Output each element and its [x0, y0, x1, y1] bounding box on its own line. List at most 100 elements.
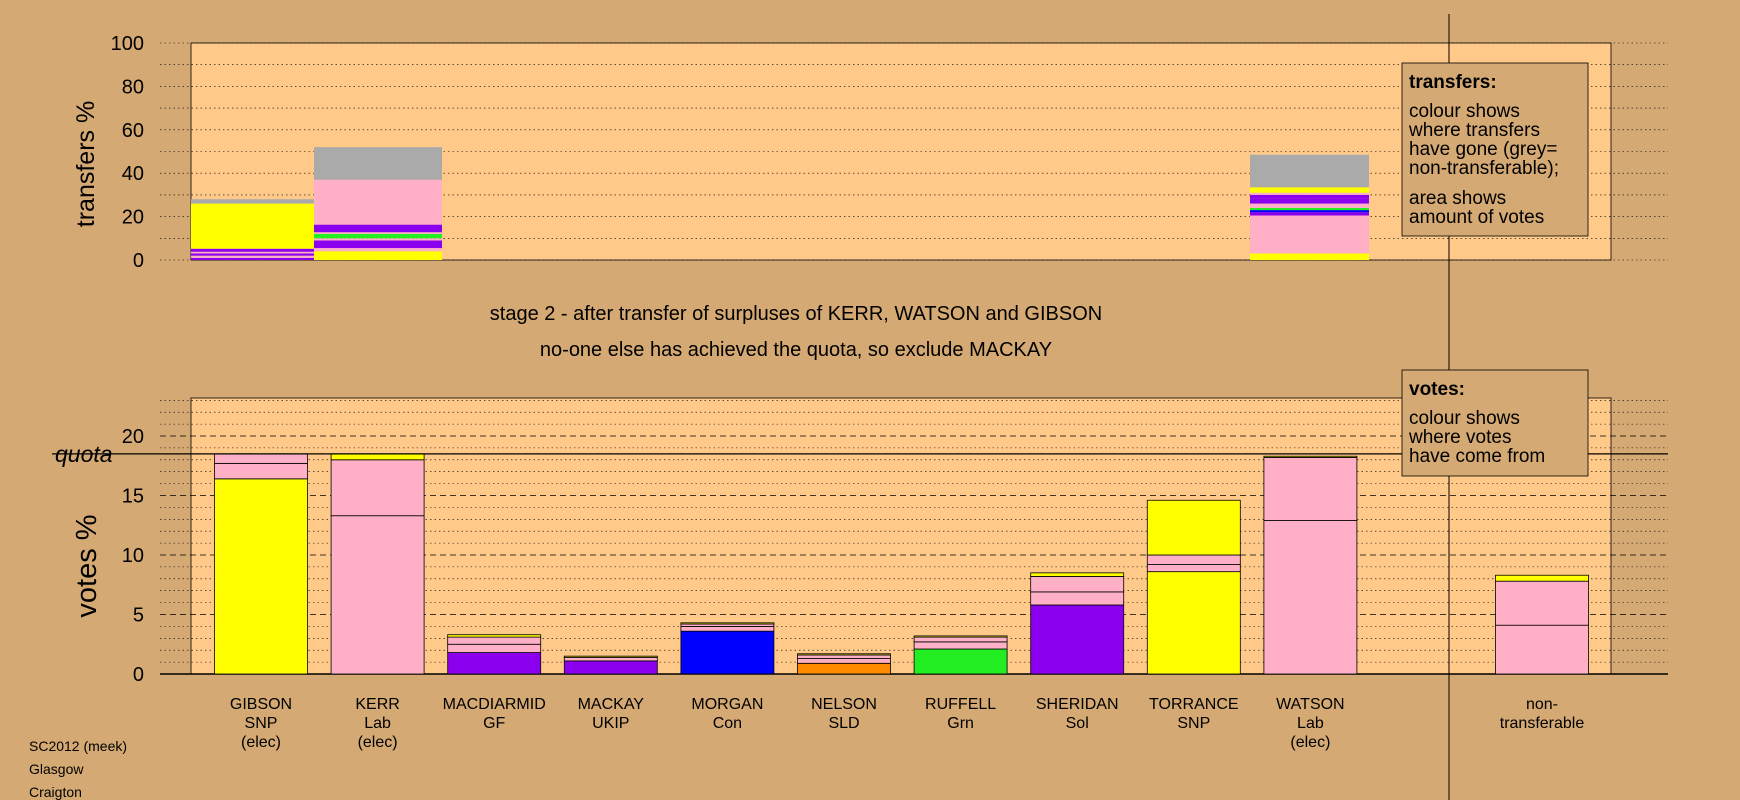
transfers-legend-line: colour shows — [1409, 101, 1520, 122]
candidate-label: (elec) — [1290, 734, 1330, 751]
candidate-label: Lab — [1297, 715, 1324, 732]
vote-bar-mackay — [563, 655, 658, 675]
vote-segment — [1263, 455, 1358, 458]
transfers-y-ticks: 0 20 40 60 80 100 — [111, 33, 144, 272]
candidate-label: GIBSON — [230, 696, 292, 713]
candidate-label: SHERIDAN — [1036, 696, 1119, 713]
vote-segment — [214, 462, 308, 480]
vote-segment — [1030, 591, 1125, 606]
vote-segment — [330, 459, 425, 517]
vote-bar-nelson — [797, 653, 891, 675]
transfer-segment — [1250, 215, 1369, 254]
votes-y-ticks: 0 5 10 15 20 — [122, 426, 144, 686]
candidate-label: non- — [1526, 696, 1558, 713]
transfer-bar-kerr — [314, 147, 442, 260]
candidate-label: TORRANCE — [1149, 696, 1239, 713]
vote-bar-sheridan — [1030, 572, 1125, 675]
transfers-y-axis-label: transfers % — [72, 101, 100, 227]
votes-chart: 0 5 10 15 20 GIBSON SNP (elec) KERR Lab (elec) MAC… — [52, 397, 1668, 751]
vote-segment — [1495, 624, 1589, 675]
vote-segment — [214, 478, 308, 675]
votes-bars — [214, 453, 1589, 675]
vote-segment — [214, 453, 308, 464]
transfers-legend-line: amount of votes — [1409, 207, 1544, 228]
vote-segment — [1146, 571, 1241, 675]
transfer-bar-watson — [1250, 154, 1369, 260]
transfer-segment — [314, 232, 442, 234]
y-tick-label: 15 — [122, 486, 144, 508]
vote-segment — [913, 648, 1008, 675]
votes-y-axis-label: votes % — [71, 514, 103, 617]
y-tick-label: 40 — [122, 163, 144, 185]
votes-legend-line: have come from — [1409, 446, 1545, 467]
votes-plot-panel — [190, 397, 1612, 675]
transfer-segment — [314, 179, 442, 225]
y-tick-label: 0 — [133, 250, 144, 272]
vote-bar-watson — [1263, 455, 1358, 675]
transfer-segment — [1250, 198, 1369, 204]
vote-segment — [1146, 499, 1241, 556]
candidate-label: SLD — [828, 715, 859, 732]
vote-segment — [447, 636, 542, 645]
candidate-label: MACKAY — [578, 696, 645, 713]
footer-council: Glasgow — [29, 761, 84, 777]
candidate-label: Lab — [364, 715, 391, 732]
transfer-segment — [191, 257, 314, 260]
vote-segment — [1030, 576, 1125, 593]
transfer-segment — [1250, 212, 1369, 216]
transfers-legend-box — [1401, 62, 1589, 237]
transfer-segment — [191, 203, 314, 249]
vote-segment — [1263, 520, 1358, 675]
stage-description: stage 2 - after transfer of surpluses of… — [490, 303, 1102, 325]
votes-legend-line: where votes — [1408, 427, 1511, 448]
vote-segment — [797, 653, 891, 656]
vote-segment — [797, 658, 891, 664]
candidate-label: Grn — [947, 715, 974, 732]
vote-segment — [447, 634, 542, 638]
vote-segment — [797, 662, 891, 675]
vote-bar-macdiarmid — [447, 634, 542, 675]
transfer-segment — [314, 251, 442, 260]
vote-segment — [680, 622, 775, 625]
candidate-label: Con — [713, 715, 742, 732]
vote-segment — [563, 660, 658, 675]
y-tick-label: 100 — [111, 33, 144, 55]
transfer-segment — [1250, 194, 1369, 199]
candidate-label: UKIP — [592, 715, 629, 732]
candidate-label: (elec) — [241, 734, 281, 751]
transfer-segment — [1250, 203, 1369, 208]
transfer-segment — [314, 147, 442, 180]
y-tick-label: 5 — [133, 605, 144, 627]
candidate-label: NELSON — [811, 696, 877, 713]
vote-segment — [447, 643, 542, 653]
transfers-legend-line: where transfers — [1408, 120, 1540, 141]
transfer-segment — [1250, 187, 1369, 193]
votes-legend-title: votes: — [1409, 379, 1465, 400]
vote-segment — [330, 453, 425, 461]
vote-segment — [330, 515, 425, 675]
transfer-segment — [191, 248, 314, 252]
candidate-label: MACDIARMID — [443, 696, 546, 713]
vote-bar-morgan — [680, 622, 775, 675]
vote-segment — [447, 652, 542, 675]
transfers-bars — [191, 147, 1369, 260]
y-tick-label: 60 — [122, 120, 144, 142]
vote-segment — [680, 630, 775, 675]
y-tick-label: 10 — [122, 545, 144, 567]
transfers-legend-title: transfers: — [1409, 72, 1497, 93]
transfer-segment — [314, 240, 442, 249]
vote-segment — [680, 626, 775, 632]
quota-label: quota — [55, 441, 113, 467]
transfer-segment — [1250, 192, 1369, 195]
transfer-segment — [314, 238, 442, 241]
vote-segment — [1146, 554, 1241, 565]
transfer-segment — [1250, 154, 1369, 188]
vote-segment — [1030, 604, 1125, 675]
vote-segment — [1030, 572, 1125, 577]
vote-bar-kerr — [330, 453, 425, 675]
transfer-segment — [191, 255, 314, 258]
vote-segment — [1495, 574, 1589, 582]
votes-legend: votes: colour shows where votes have com… — [1401, 369, 1589, 477]
transfer-segment — [1250, 207, 1369, 211]
